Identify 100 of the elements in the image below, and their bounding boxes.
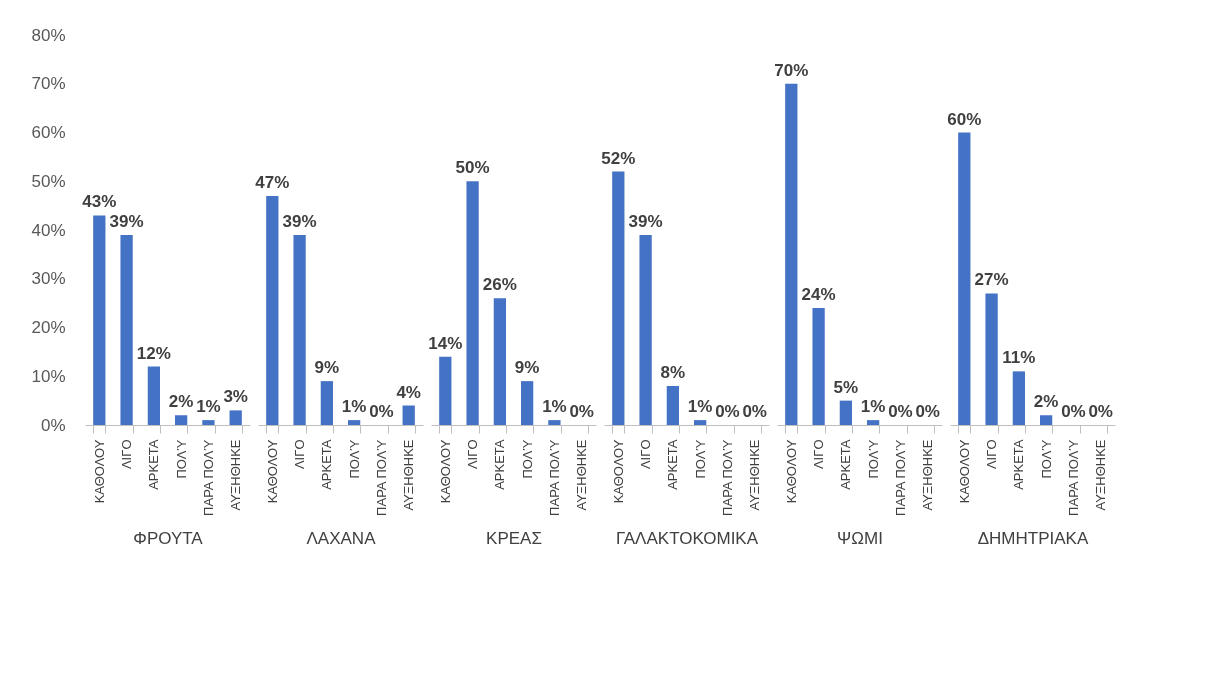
y-tick-label: 50%	[31, 171, 66, 191]
data-label: 0%	[1088, 402, 1113, 421]
bar	[147, 366, 160, 425]
data-label: 12%	[136, 343, 171, 363]
bar	[266, 195, 279, 425]
x-tick-label: ΑΡΚΕΤΑ	[838, 439, 854, 490]
x-tick-label: ΚΑΘΟΛΟΥ	[783, 439, 799, 504]
bar	[812, 308, 825, 425]
bar	[466, 181, 479, 425]
bar	[785, 83, 798, 425]
x-tick-label: ΛΙΓΟ	[465, 439, 481, 470]
data-label: 70%	[774, 60, 809, 80]
data-label: 11%	[1002, 348, 1036, 368]
y-tick-label: 80%	[31, 25, 66, 45]
bar	[1012, 371, 1025, 425]
x-tick-label: ΑΡΚΕΤΑ	[492, 439, 508, 490]
x-tick-label: ΛΙΓΟ	[119, 439, 135, 470]
data-label: 52%	[601, 148, 636, 168]
x-tick-label: ΑΡΚΕΤΑ	[1011, 439, 1027, 490]
x-tick-label: ΛΙΓΟ	[811, 439, 827, 470]
data-label: 8%	[660, 363, 686, 382]
bar	[229, 410, 242, 425]
x-axis-title: ΚΡΕΑΣ	[486, 528, 542, 548]
x-axis-title: ΦΡΟΥΤΑ	[133, 528, 204, 548]
x-tick-label: ΑΥΞΗΘΗΚΕ	[920, 439, 936, 511]
x-tick-label: ΠΑΡΑ ΠΟΛΎ	[1065, 439, 1081, 516]
data-label: 39%	[109, 211, 144, 231]
bar	[402, 405, 415, 425]
data-label: 0%	[369, 402, 394, 421]
data-label: 3%	[223, 387, 248, 407]
data-label: 27%	[974, 270, 1009, 290]
bar	[120, 234, 133, 425]
data-label: 26%	[482, 275, 517, 295]
x-tick-label: ΠΑΡΑ ΠΟΛΎ	[546, 439, 562, 516]
bar	[493, 298, 506, 425]
x-tick-label: ΑΥΞΗΘΗΚΕ	[747, 439, 763, 511]
data-label: 9%	[514, 358, 540, 378]
y-tick-label: 20%	[31, 318, 66, 337]
y-tick-label: 0%	[40, 415, 66, 435]
data-label: 0%	[715, 402, 740, 421]
x-tick-label: ΚΑΘΟΛΟΥ	[956, 439, 972, 504]
bar	[548, 420, 561, 425]
bar	[639, 234, 652, 425]
y-tick-label: 40%	[31, 220, 66, 240]
bar	[521, 381, 534, 425]
data-label: 4%	[396, 382, 421, 402]
data-label: 60%	[947, 109, 982, 129]
x-tick-label: ΠΟΛΎ	[173, 439, 189, 479]
x-tick-label: ΑΡΚΕΤΑ	[665, 439, 681, 490]
bar	[175, 415, 188, 425]
data-label: 9%	[314, 358, 340, 378]
x-tick-label: ΚΑΘΟΛΟΥ	[91, 439, 107, 504]
data-label: 24%	[801, 285, 836, 304]
data-label: 50%	[455, 158, 490, 178]
data-label: 0%	[742, 402, 767, 421]
data-label: 43%	[82, 192, 117, 212]
x-tick-label: ΑΡΚΕΤΑ	[146, 439, 162, 490]
x-axis-title: ΛΑΧΑΝΑ	[306, 528, 377, 548]
x-tick-label: ΠΑΡΑ ΠΟΛΎ	[892, 439, 908, 516]
data-label: 1%	[860, 397, 886, 417]
x-tick-label: ΠΟΛΎ	[692, 439, 708, 479]
x-tick-label: ΠΟΛΎ	[1038, 439, 1054, 479]
data-label: 1%	[542, 397, 567, 417]
bar	[293, 234, 306, 425]
data-label: 1%	[341, 397, 367, 417]
y-tick-label: 10%	[31, 366, 66, 386]
x-tick-label: ΠΟΛΎ	[865, 439, 881, 479]
bar	[320, 381, 333, 425]
x-axis-title: ΨΩΜΙ	[837, 528, 883, 548]
x-tick-label: ΠΑΡΑ ΠΟΛΎ	[373, 439, 389, 516]
x-tick-label: ΠΟΛΎ	[346, 439, 362, 479]
x-tick-label: ΛΙΓΟ	[984, 439, 1000, 470]
bar	[985, 293, 998, 425]
bar	[958, 132, 971, 425]
x-axis-title: ΓΑΛΑΚΤΟΚΟΜΙΚΑ	[615, 528, 759, 548]
data-label: 2%	[1033, 392, 1059, 412]
data-label: 2%	[168, 392, 194, 412]
x-tick-label: ΠΟΛΎ	[519, 439, 535, 479]
bar	[439, 356, 452, 425]
y-tick-label: 30%	[31, 269, 66, 289]
x-tick-label: ΑΥΞΗΘΗΚΕ	[574, 439, 590, 511]
data-label: 0%	[569, 402, 594, 421]
bar	[202, 420, 215, 425]
x-tick-label: ΚΑΘΟΛΟΥ	[264, 439, 280, 504]
data-label: 0%	[1061, 402, 1086, 421]
bar	[348, 420, 361, 425]
data-label: 5%	[833, 377, 859, 397]
x-tick-label: ΑΥΞΗΘΗΚΕ	[401, 439, 417, 511]
x-axis-title: ΔΗΜΗΤΡΙΑΚΑ	[977, 528, 1089, 548]
x-tick-label: ΑΡΚΕΤΑ	[319, 439, 335, 490]
x-tick-label: ΛΙΓΟ	[638, 439, 654, 470]
bar	[1040, 415, 1053, 425]
x-tick-label: ΠΑΡΑ ΠΟΛΎ	[719, 439, 735, 516]
x-tick-label: ΑΥΞΗΘΗΚΕ	[228, 439, 244, 511]
x-tick-label: ΚΑΘΟΛΟΥ	[610, 439, 626, 504]
bar	[694, 420, 707, 425]
data-label: 14%	[428, 333, 463, 353]
y-tick-label: 60%	[31, 123, 66, 142]
bar	[666, 386, 679, 425]
bar	[93, 215, 106, 425]
